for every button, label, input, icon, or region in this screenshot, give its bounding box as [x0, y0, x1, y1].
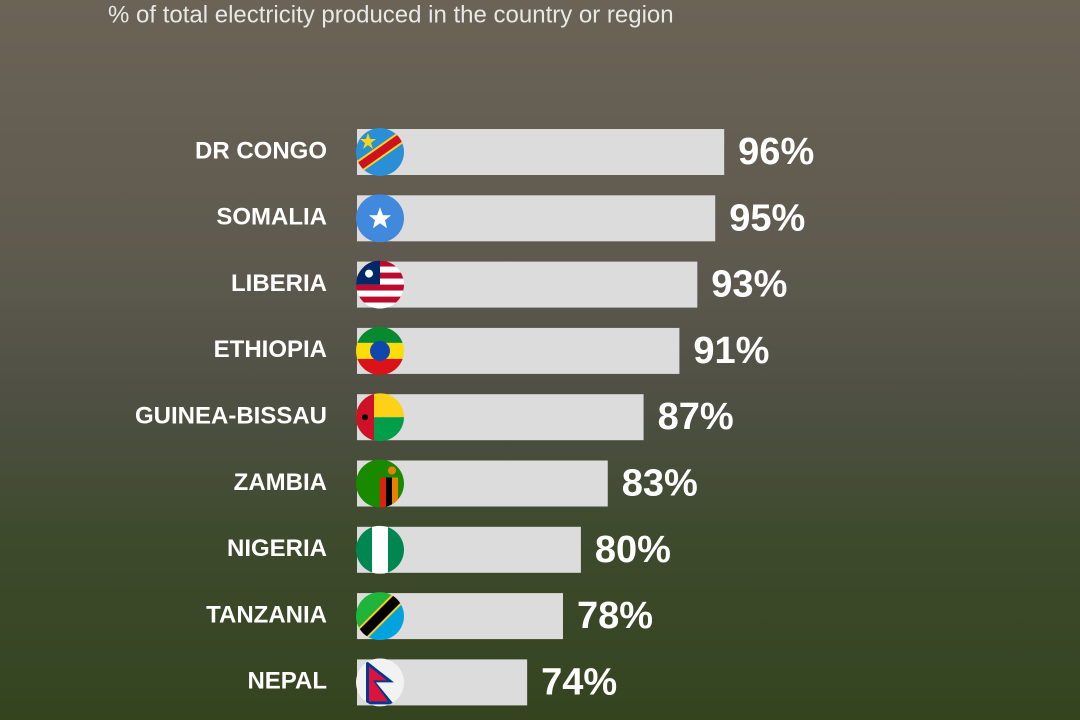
flag-part	[392, 477, 398, 508]
flag-part	[365, 269, 373, 278]
flag-part	[356, 296, 404, 303]
category-label: NEPAL	[247, 668, 327, 695]
flag-icon	[356, 393, 404, 442]
flag-icon	[356, 459, 404, 508]
value-label: 80%	[595, 529, 671, 571]
category-label: ETHIOPIA	[214, 336, 327, 363]
bar	[357, 129, 725, 175]
flag-part	[369, 207, 391, 229]
flag-part	[356, 525, 372, 574]
value-label: 95%	[729, 197, 805, 239]
flag-icon	[356, 592, 404, 641]
flag-icon	[356, 128, 404, 176]
value-label: 96%	[738, 131, 814, 173]
category-label: SOMALIA	[216, 204, 327, 231]
flag-part	[360, 133, 376, 149]
flag-part	[356, 128, 404, 176]
value-label: 87%	[658, 396, 734, 438]
category-label: LIBERIA	[231, 270, 327, 297]
flag-part	[356, 358, 404, 375]
value-label: 93%	[711, 264, 787, 306]
category-label: TANZANIA	[206, 601, 327, 628]
value-label: 91%	[693, 330, 769, 372]
flag-part	[388, 525, 404, 574]
value-label: 83%	[622, 463, 698, 505]
flag-part	[356, 284, 404, 291]
bar	[357, 195, 716, 242]
category-label: NIGERIA	[227, 535, 327, 562]
flag-part	[370, 340, 390, 361]
flag-icon	[356, 326, 404, 375]
flag-part	[356, 592, 404, 641]
bar	[357, 327, 680, 374]
bar	[357, 261, 698, 308]
flag-icon	[356, 658, 404, 707]
category-label: ZAMBIA	[234, 469, 327, 496]
flag-icon	[356, 194, 404, 243]
flag-part	[362, 414, 368, 421]
category-label: DR CONGO	[195, 137, 327, 164]
bar	[357, 394, 644, 441]
category-label: GUINEA-BISSAU	[135, 403, 327, 430]
flag-part	[369, 666, 388, 702]
value-label: 74%	[541, 661, 617, 703]
flag-icon	[356, 260, 404, 309]
flag-part	[356, 290, 404, 297]
flag-part	[356, 302, 404, 309]
chart-subtitle: % of total electricity produced in the c…	[108, 1, 674, 28]
flag-part	[372, 525, 388, 574]
flag-part	[380, 477, 386, 508]
flag-icon	[356, 525, 404, 574]
flag-part	[386, 477, 392, 508]
value-label: 78%	[577, 595, 653, 637]
flag-part	[388, 466, 396, 475]
flag-part	[356, 326, 404, 343]
